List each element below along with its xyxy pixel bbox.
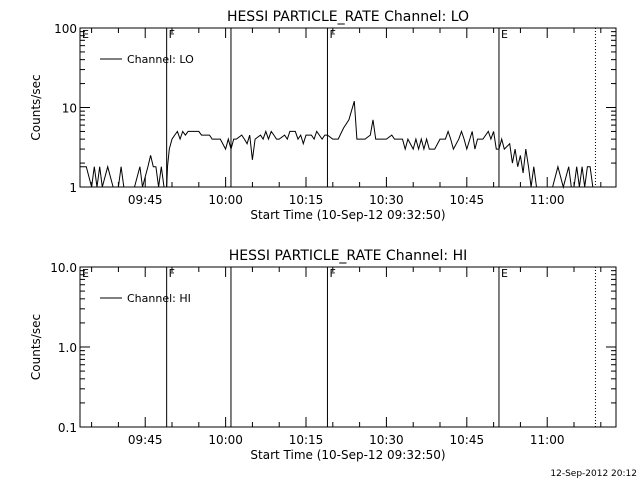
- chart-panel-1: HESSI PARTICLE_RATE Channel: HI Counts/se…: [29, 248, 617, 462]
- legend-entry-label: Channel: LO: [127, 53, 194, 66]
- x-tick-label: 10:45: [450, 433, 485, 447]
- y-axis-label: Counts/sec: [29, 74, 43, 140]
- y-tick-label: 10.0: [50, 261, 77, 275]
- event-marker-label: E: [82, 267, 89, 280]
- chart-panel-0: HESSI PARTICLE_RATE Channel: LO Counts/se…: [29, 9, 617, 222]
- y-tick-label: 100: [54, 22, 77, 36]
- y-tick-label: 1.0: [58, 341, 77, 355]
- event-marker-label: F: [169, 267, 175, 280]
- y-tick-label: 10: [62, 102, 77, 116]
- x-tick-label: 10:15: [289, 193, 324, 207]
- x-axis-label: Start Time (10-Sep-12 09:32:50): [250, 448, 445, 462]
- y-tick-label: 0.1: [58, 421, 77, 435]
- plot-frame: [79, 27, 617, 188]
- event-marker-label: F: [329, 28, 335, 41]
- x-tick-label: 10:00: [208, 193, 243, 207]
- x-tick-label: 11:00: [530, 433, 565, 447]
- event-marker-label: E: [501, 28, 508, 41]
- legend-entry-label: Channel: HI: [127, 292, 191, 305]
- x-tick-label: 09:45: [128, 193, 163, 207]
- x-tick-label: 11:00: [530, 193, 565, 207]
- x-tick-label: 10:30: [369, 433, 404, 447]
- x-tick-label: 10:15: [289, 433, 324, 447]
- series-line-0: [80, 101, 596, 189]
- event-marker-label: F: [329, 267, 335, 280]
- event-marker-label: E: [501, 267, 508, 280]
- plot-frame: [79, 266, 617, 428]
- event-marker-label: E: [82, 28, 89, 41]
- y-axis-label: Counts/sec: [29, 314, 43, 380]
- y-tick-label: 1: [69, 181, 77, 195]
- x-tick-label: 10:30: [369, 193, 404, 207]
- x-axis-label: Start Time (10-Sep-12 09:32:50): [250, 208, 445, 222]
- x-tick-label: 10:00: [208, 433, 243, 447]
- chart-title: HESSI PARTICLE_RATE Channel: LO: [227, 9, 469, 25]
- chart-title: HESSI PARTICLE_RATE Channel: HI: [229, 248, 467, 264]
- event-marker-label: F: [169, 28, 175, 41]
- x-tick-label: 10:45: [450, 193, 485, 207]
- plot-timestamp: 12-Sep-2012 20:12: [550, 469, 637, 479]
- x-tick-label: 09:45: [128, 433, 163, 447]
